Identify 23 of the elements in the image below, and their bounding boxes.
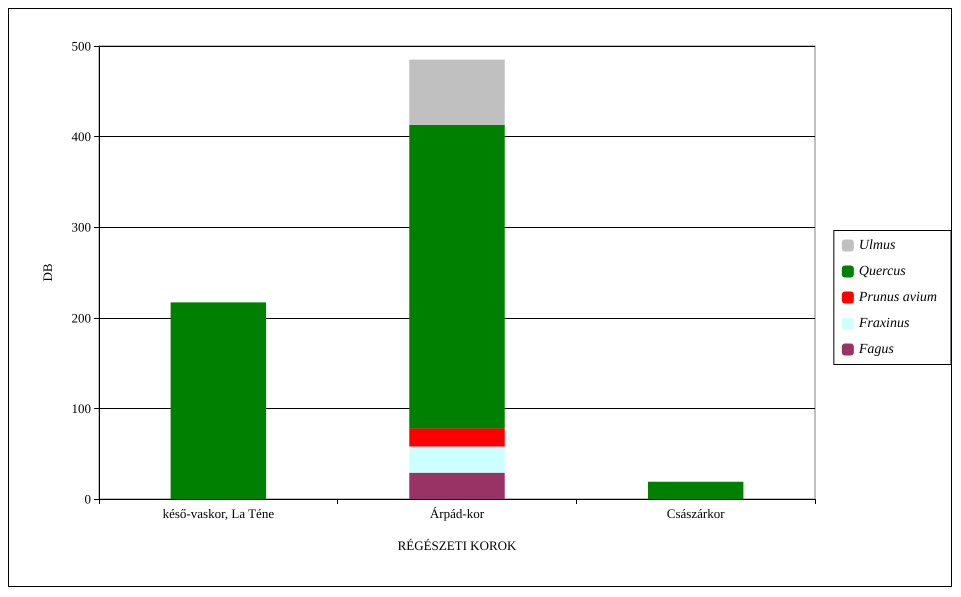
x-tick-label: késő-vaskor, La Téne (162, 506, 274, 521)
bar (409, 472, 505, 499)
bar (170, 302, 266, 499)
legend-label: Ulmus (858, 238, 896, 253)
legend-label: Fagus (858, 342, 894, 357)
bar (409, 60, 505, 125)
y-tick-label: 200 (72, 310, 91, 326)
bar (648, 482, 744, 499)
y-tick-label: 100 (72, 400, 91, 416)
bar (409, 124, 505, 428)
y-tick-label: 300 (72, 220, 91, 235)
x-axis-title: RÉGÉSZETI KOROK (398, 538, 518, 553)
y-tick-label: 0 (84, 492, 91, 506)
legend-label: Prunus avium (858, 290, 938, 305)
legend-label: Fraxinus (858, 316, 910, 331)
bar (409, 428, 505, 446)
y-axis-title: DB (40, 263, 55, 282)
y-tick-label: 500 (72, 38, 91, 54)
legend-label: Quercus (858, 264, 906, 279)
x-tick-label: Császárkor (666, 506, 726, 521)
x-tick-label: Árpád-kor (430, 506, 485, 521)
bar (409, 446, 505, 473)
y-tick-label: 400 (72, 129, 91, 144)
